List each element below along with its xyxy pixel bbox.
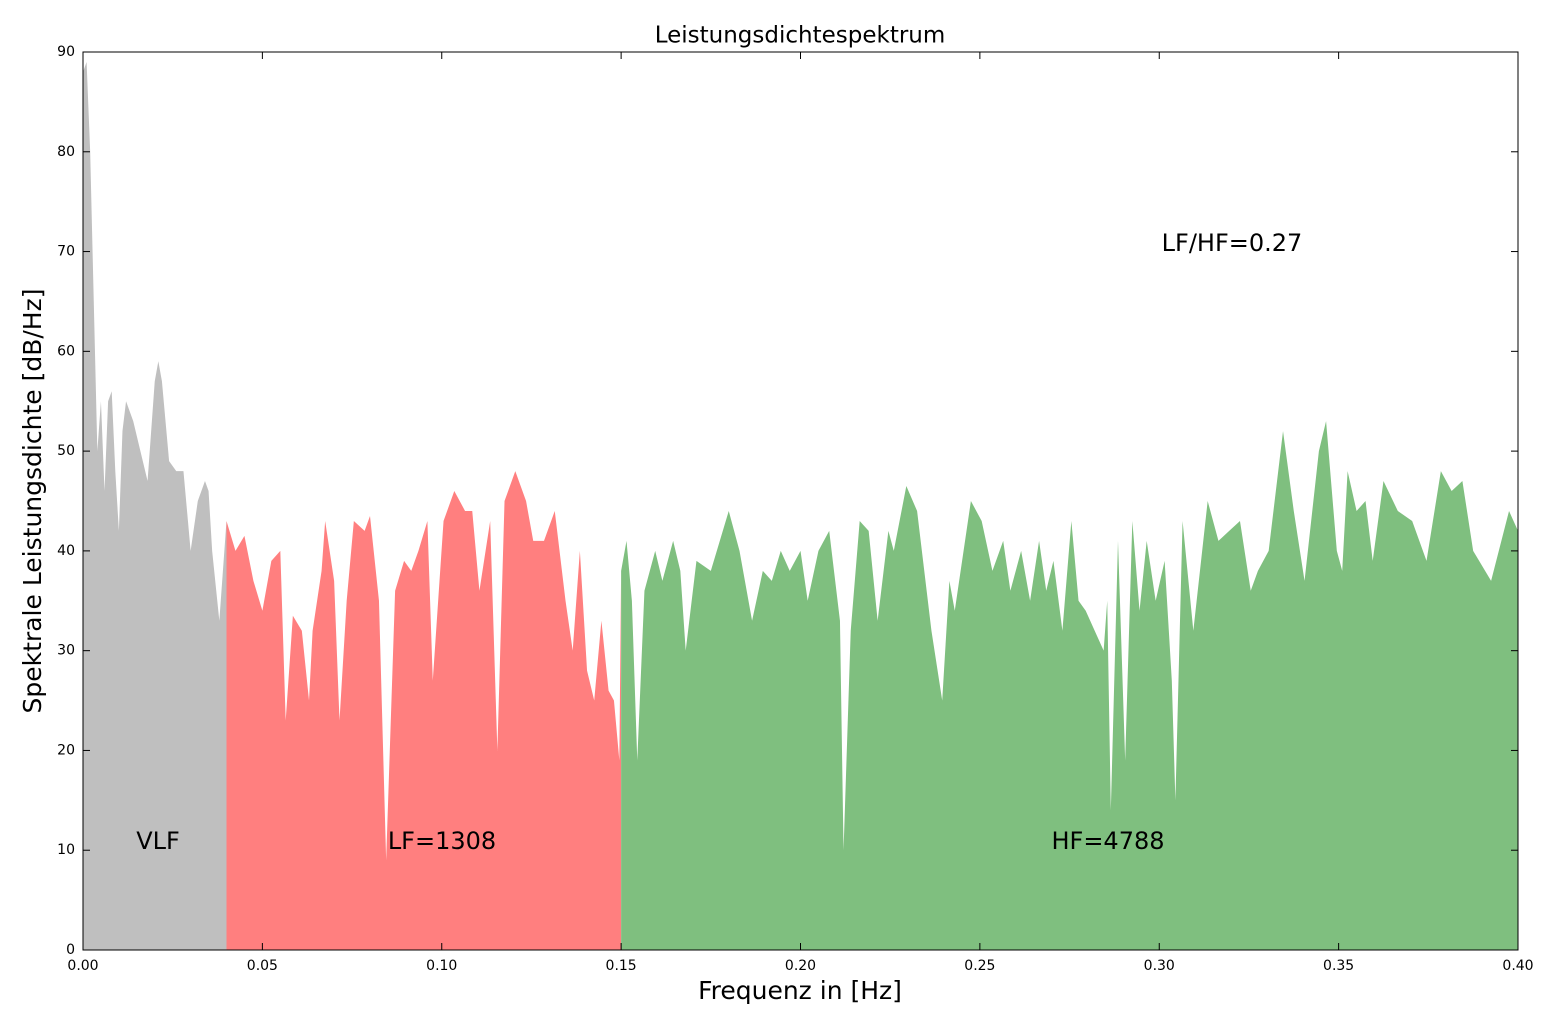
x-tick-label: 0.25	[964, 958, 995, 974]
y-tick-label: 80	[57, 144, 75, 160]
chart-title: Leistungsdichtespektrum	[655, 23, 946, 49]
y-tick-label: 70	[57, 244, 75, 260]
x-tick-label: 0.40	[1502, 958, 1533, 974]
y-tick-label: 10	[57, 842, 75, 858]
x-tick-label: 0.00	[67, 958, 98, 974]
y-tick-label: 60	[57, 343, 75, 359]
y-tick-label: 90	[57, 44, 75, 60]
annotation: LF=1308	[388, 827, 496, 855]
annotation: LF/HF=0.27	[1162, 229, 1303, 257]
y-tick-label: 0	[66, 942, 75, 958]
x-tick-label: 0.10	[426, 958, 457, 974]
area	[83, 61, 227, 950]
y-tick-label: 50	[57, 443, 75, 459]
x-axis-label: Frequenz in [Hz]	[698, 976, 902, 1005]
x-tick-label: 0.15	[606, 958, 637, 974]
annotation: HF=4788	[1051, 827, 1164, 855]
x-tick-label: 0.05	[247, 958, 278, 974]
x-tick-label: 0.20	[785, 958, 816, 974]
y-tick-label: 40	[57, 543, 75, 559]
y-axis-label: Spektrale Leistungsdichte [dB/Hz]	[18, 289, 47, 714]
y-tick-label: 20	[57, 742, 75, 758]
y-tick-label: 30	[57, 643, 75, 659]
area	[226, 471, 622, 950]
x-tick-label: 0.30	[1144, 958, 1175, 974]
x-tick-label: 0.35	[1323, 958, 1354, 974]
area	[621, 421, 1518, 951]
annotation: VLF	[136, 827, 180, 855]
